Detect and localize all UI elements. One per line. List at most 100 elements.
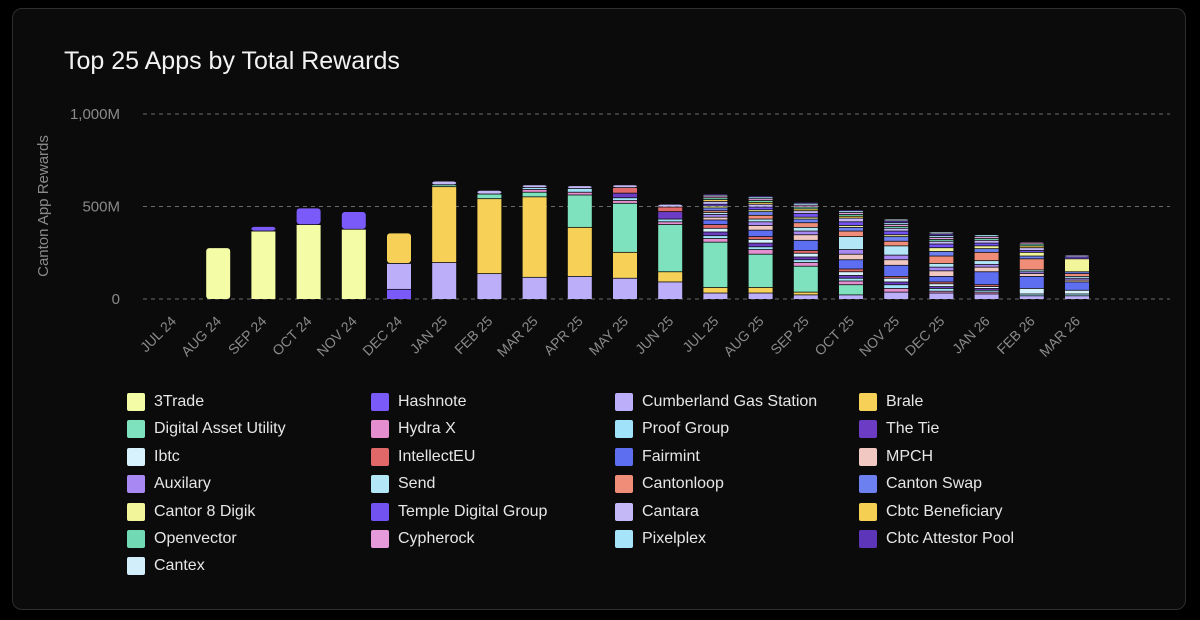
bar-segment <box>1019 252 1044 256</box>
bar-segment <box>839 254 863 260</box>
bar-segment <box>613 193 637 198</box>
bar-segment <box>703 211 728 213</box>
legend-item: Ibtc <box>127 447 180 467</box>
bar-segment <box>703 201 728 204</box>
bar-segment <box>522 277 547 299</box>
bar-segment <box>1019 250 1044 252</box>
bar-segment <box>929 276 954 282</box>
bar-stack <box>206 248 231 299</box>
bar-segment <box>974 286 999 289</box>
bar-segment <box>658 282 683 299</box>
bar-stack <box>477 190 502 299</box>
legend-item: Canton Swap <box>859 474 982 494</box>
bar-segment <box>522 188 547 190</box>
bar-segment <box>929 271 954 276</box>
bar-segment <box>658 222 683 225</box>
bar-segment <box>748 293 773 299</box>
bar-segment <box>748 210 773 212</box>
bar-segment <box>929 291 954 293</box>
bar-segment <box>748 237 773 239</box>
bar-segment <box>884 225 909 227</box>
bar-segment <box>839 214 863 216</box>
bar-segment <box>748 215 773 219</box>
bar-segment <box>748 207 773 210</box>
bar-segment <box>1065 280 1089 282</box>
bar-segment <box>1019 276 1044 289</box>
bar-stack <box>522 185 547 299</box>
bar-segment <box>748 204 773 207</box>
legend-swatch <box>859 420 877 439</box>
bar-segment <box>884 221 909 223</box>
legend-item: Cantara <box>615 502 699 522</box>
bar-segment <box>884 288 909 292</box>
legend-item: Temple Digital Group <box>371 502 547 522</box>
legend-label: Cantor 8 Digik <box>154 502 256 520</box>
x-tick-label: NOV 24 <box>313 313 360 360</box>
bar-segment <box>974 243 999 246</box>
bar-segment <box>387 263 411 289</box>
legend-item: Proof Group <box>615 419 729 439</box>
bar-segment <box>658 207 683 212</box>
legend-label: Hydra X <box>398 420 456 438</box>
legend-swatch <box>859 502 877 521</box>
legend-label: Canton Swap <box>886 475 983 493</box>
legend-label: Cantara <box>642 502 699 520</box>
bar-segment <box>567 186 592 189</box>
bar-segment <box>703 232 728 236</box>
bar-segment <box>793 205 818 207</box>
bar-segment <box>974 246 999 249</box>
bar-segment <box>1019 256 1044 259</box>
bar-segment <box>929 241 954 244</box>
legend-swatch <box>127 420 145 439</box>
x-tick-label: MAR 25 <box>494 313 541 360</box>
bar-segment <box>477 194 502 199</box>
legend-item: Cbtc Attestor Pool <box>859 529 1014 549</box>
bar-segment <box>1019 248 1044 251</box>
bar-segment <box>929 239 954 241</box>
legend-label: Proof Group <box>642 420 730 438</box>
bar-segment <box>748 197 773 199</box>
bar-segment <box>839 272 863 276</box>
bar-stack <box>929 232 954 299</box>
legend-swatch <box>859 475 877 494</box>
bar-segment <box>613 198 637 201</box>
bar-segment <box>974 292 999 294</box>
bar-segment <box>703 236 728 239</box>
bar-stack <box>387 233 411 299</box>
legend-item: Cbtc Beneficiary <box>859 502 1003 522</box>
bar-segment <box>839 218 863 222</box>
legend-label: MPCH <box>886 447 934 465</box>
bar-segment <box>613 203 637 252</box>
x-tick-label: OCT 24 <box>269 313 315 359</box>
bar-segment <box>974 267 999 272</box>
bar-segment <box>884 241 909 246</box>
bar-segment <box>839 269 863 272</box>
bar-segment <box>929 248 954 252</box>
bar-segment <box>929 234 954 236</box>
bar-segment <box>613 185 637 188</box>
bar-segment <box>793 260 818 263</box>
bar-segment <box>1019 244 1044 246</box>
bar-stack <box>1019 242 1044 299</box>
bar-segment <box>929 288 954 291</box>
bar-segment <box>658 212 683 219</box>
legend-item: Cumberland Gas Station <box>615 392 817 412</box>
legend-item: Auxilary <box>127 474 211 494</box>
legend-label: Auxilary <box>154 475 211 493</box>
bar-segment <box>884 219 909 221</box>
legend-label: Send <box>398 475 436 493</box>
legend-swatch <box>615 393 633 411</box>
bar-segment <box>929 282 954 284</box>
bar-segment <box>1065 294 1089 296</box>
legend-swatch <box>859 447 877 466</box>
bar-segment <box>884 282 909 285</box>
bar-segment <box>703 293 728 299</box>
bar-stack <box>884 219 909 299</box>
bar-segment <box>1019 270 1044 272</box>
legend-label: Cumberland Gas Station <box>642 393 818 410</box>
bar-segment <box>1065 276 1089 278</box>
x-tick-label: FEB 25 <box>451 313 495 357</box>
bar-segment <box>341 229 366 299</box>
bar-segment <box>884 223 909 225</box>
bar-segment <box>477 190 502 194</box>
